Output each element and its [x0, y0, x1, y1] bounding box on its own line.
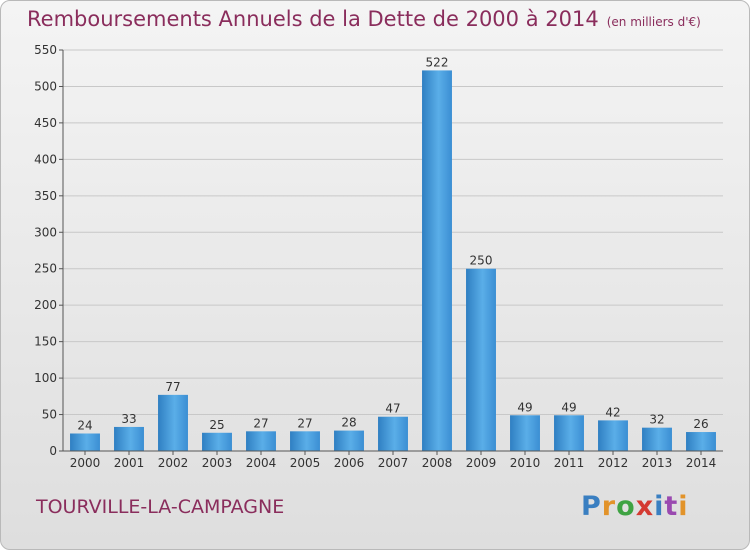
y-tick-label: 0	[49, 444, 57, 458]
data-label: 28	[341, 416, 356, 430]
x-tick-label: 2011	[554, 456, 585, 470]
data-label: 24	[77, 419, 92, 433]
bar	[422, 70, 452, 451]
y-tick-label: 550	[34, 43, 57, 57]
data-label: 522	[426, 55, 449, 69]
data-label: 250	[470, 254, 493, 268]
y-tick-label: 350	[34, 189, 57, 203]
x-tick-label: 2003	[202, 456, 233, 470]
logo-letter: P	[581, 491, 602, 522]
chart-title: Remboursements Annuels de la Dette de 20…	[27, 7, 701, 31]
bar	[378, 416, 408, 451]
y-tick-label: 200	[34, 298, 57, 312]
city-name: TOURVILLE-LA-CAMPAGNE	[36, 496, 285, 518]
data-label: 49	[561, 400, 576, 414]
data-label: 47	[385, 402, 400, 416]
bar	[246, 431, 276, 451]
bar	[290, 431, 320, 451]
bar	[598, 420, 628, 451]
logo-letter: x	[635, 491, 655, 522]
x-tick-label: 2006	[334, 456, 365, 470]
data-label: 33	[121, 412, 136, 426]
y-tick-label: 100	[34, 371, 57, 385]
grid-lines	[63, 49, 723, 416]
data-label: 49	[517, 400, 532, 414]
x-tick-label: 2007	[378, 456, 409, 470]
x-axis: 2000 2001 2002 2003 2004 2005 2006 2007 2008 2009…	[63, 450, 723, 470]
y-tick-label: 500	[34, 79, 57, 93]
data-label: 25	[209, 418, 224, 432]
x-tick-label: 2008	[422, 456, 453, 470]
bar	[114, 426, 144, 451]
logo-letter: o	[616, 491, 636, 522]
bar	[554, 415, 584, 451]
data-label: 27	[253, 416, 268, 430]
y-tick-label: 150	[34, 335, 57, 349]
x-tick-label: 2009	[466, 456, 497, 470]
y-tick-label: 50	[42, 408, 57, 422]
bar	[466, 268, 496, 451]
y-tick-label: 450	[34, 116, 57, 130]
logo-letter: i	[654, 491, 665, 522]
x-tick-label: 2012	[598, 456, 629, 470]
y-tick-label: 300	[34, 225, 57, 239]
bar	[334, 430, 364, 451]
y-axis: 0 50 100 150 200 250 300 350 400 450 500 550	[34, 43, 64, 458]
data-label: 42	[605, 405, 620, 419]
x-tick-label: 2001	[114, 456, 145, 470]
bar	[202, 432, 232, 451]
bar	[686, 432, 716, 451]
chart-title-text: Remboursements Annuels de la Dette de 20…	[27, 7, 599, 31]
data-label: 77	[165, 380, 180, 394]
bars: 24 33 77 25 27 27 28 47 522 250 49 49 42 32 26	[70, 55, 716, 451]
data-label: 27	[297, 416, 312, 430]
data-label: 26	[693, 417, 708, 431]
bar	[510, 415, 540, 451]
y-tick-label: 250	[34, 262, 57, 276]
logo-letter: t	[664, 491, 679, 522]
x-tick-label: 2002	[158, 456, 189, 470]
logo-letter: i	[678, 491, 689, 522]
logo-letter: r	[601, 491, 617, 522]
chart-unit: (en milliers d'€)	[606, 15, 701, 29]
x-tick-label: 2004	[246, 456, 277, 470]
x-tick-label: 2005	[290, 456, 321, 470]
x-tick-label: 2000	[70, 456, 101, 470]
bar	[642, 427, 672, 451]
x-tick-label: 2013	[642, 456, 673, 470]
bar	[70, 433, 100, 451]
data-label: 32	[649, 413, 664, 427]
y-tick-label: 400	[34, 152, 57, 166]
proxiti-logo[interactable]: Proxiti	[581, 491, 689, 522]
x-tick-label: 2014	[686, 456, 717, 470]
x-tick-label: 2010	[510, 456, 541, 470]
bar	[158, 394, 188, 451]
